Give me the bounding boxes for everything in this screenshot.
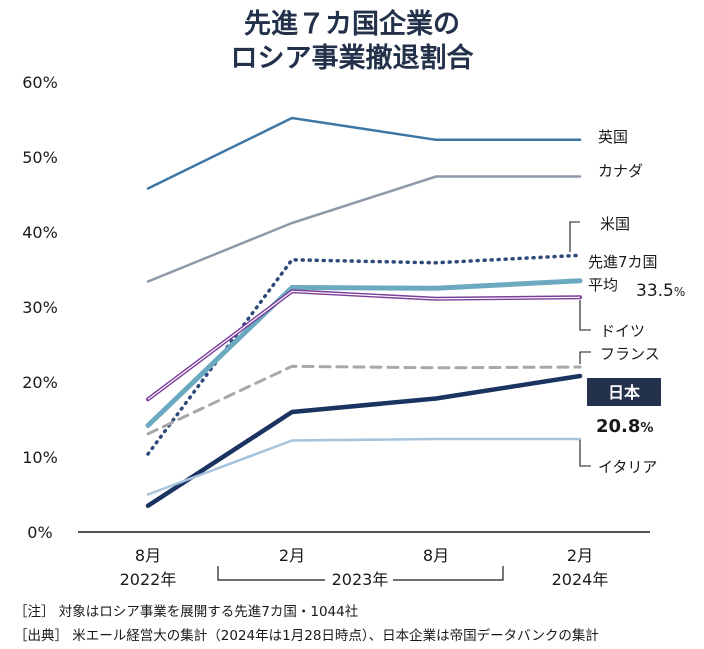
label-france: フランス xyxy=(600,345,660,363)
y-tick-60: 60% xyxy=(22,73,58,92)
leader-france xyxy=(579,351,591,364)
label-japan-value-number: 20.8 xyxy=(596,416,640,437)
note-line2: ［出典］ 米エール経営大の集計（2024年は1月28日時点）、日本企業は帝国デー… xyxy=(14,627,599,644)
y-tick-30: 30% xyxy=(22,298,58,317)
label-japan-value-percent: % xyxy=(640,421,653,436)
leader-germany xyxy=(579,300,591,331)
leader-italy xyxy=(579,440,591,467)
label-japan-box xyxy=(587,378,661,406)
x-tick-4-year: 2024年 xyxy=(552,570,609,589)
x-tick-1-month: 8月 xyxy=(135,546,161,565)
x-tick-4-month: 2月 xyxy=(567,546,593,565)
x-tick-3-month: 8月 xyxy=(423,546,449,565)
series-line-italy xyxy=(146,437,582,496)
series-line-g7avg xyxy=(145,278,583,428)
year-2023-bracket xyxy=(217,566,504,581)
label-germany: ドイツ xyxy=(600,322,645,340)
label-g7-line2: 平均 xyxy=(588,276,618,294)
leader-us xyxy=(569,221,580,252)
series-layer xyxy=(145,116,583,509)
x-tick-2-month: 2月 xyxy=(279,546,305,565)
series-line-germany xyxy=(146,289,582,402)
y-axis-ticks: 0% 10% 20% 30% 40% 50% 60% xyxy=(22,73,58,542)
label-japan-value: 20.8% xyxy=(596,416,653,437)
note-line1: ［注］ 対象はロシア事業を展開する先進7カ国・1044社 xyxy=(14,604,358,620)
series-line-canada xyxy=(146,175,582,283)
y-tick-20: 20% xyxy=(22,373,58,392)
series-line-japan xyxy=(145,373,583,509)
series-line-uk xyxy=(146,116,582,190)
label-japan: 日本 xyxy=(608,383,640,402)
chart-title-line2: ロシア事業撤退割合 xyxy=(231,42,474,74)
series-line-france xyxy=(146,364,582,436)
y-tick-40: 40% xyxy=(22,223,58,242)
y-tick-50: 50% xyxy=(22,148,58,167)
label-g7-value: 33.5% xyxy=(636,281,685,301)
x-tick-1-year: 2022年 xyxy=(120,570,177,589)
y-tick-0: 0% xyxy=(27,523,52,542)
label-us: 米国 xyxy=(600,215,630,233)
label-g7-value-number: 33.5 xyxy=(636,281,674,301)
y-tick-10: 10% xyxy=(22,448,58,467)
label-uk: 英国 xyxy=(598,128,628,146)
label-leaders xyxy=(569,221,591,467)
label-canada: カナダ xyxy=(598,162,643,180)
label-g7-line1: 先進7カ国 xyxy=(588,253,658,271)
label-italy: イタリア xyxy=(598,458,657,476)
year-2023-label: 2023年 xyxy=(332,570,389,589)
series-line-germany-inner xyxy=(147,290,581,400)
chart-title-line1: 先進７カ国企業の xyxy=(244,8,460,40)
label-g7-value-percent: % xyxy=(674,285,685,299)
